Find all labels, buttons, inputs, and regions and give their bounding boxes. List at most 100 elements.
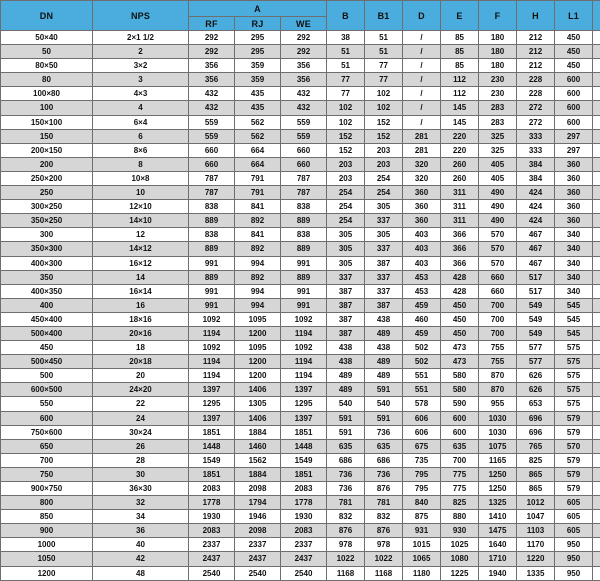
cell-h: 212 (517, 45, 555, 59)
cell-f: 700 (479, 312, 517, 326)
cell-d: / (403, 73, 441, 87)
cell-e: 85 (441, 31, 479, 45)
cell-f: 490 (479, 200, 517, 214)
cell-d: 360 (403, 214, 441, 228)
cell-f: 570 (479, 242, 517, 256)
cell-f: 1030 (479, 411, 517, 425)
cell-h: 272 (517, 115, 555, 129)
cell-we: 356 (281, 73, 327, 87)
cell-we: 432 (281, 101, 327, 115)
cell-rf: 2083 (189, 524, 235, 538)
cell-d: 453 (403, 284, 441, 298)
cell-d: / (403, 45, 441, 59)
cell-d: 551 (403, 369, 441, 383)
table-row: 1506559562559152152281220325333297350235 (1, 129, 600, 143)
cell-f: 1640 (479, 538, 517, 552)
cell-rj: 791 (235, 171, 281, 185)
cell-rj: 1884 (235, 425, 281, 439)
table-row: 7503018511884185173673679577512508655797… (1, 467, 600, 481)
cell-dn: 900 (1, 524, 93, 538)
column-header-e: E (441, 1, 479, 31)
cell-rj: 1200 (235, 326, 281, 340)
cell-w: / (593, 59, 600, 73)
cell-e: 366 (441, 242, 479, 256)
cell-w: 700 (593, 284, 600, 298)
cell-e: 260 (441, 171, 479, 185)
cell-l1: 579 (555, 453, 593, 467)
cell-we: 1092 (281, 312, 327, 326)
cell-we: 838 (281, 228, 327, 242)
cell-rj: 1095 (235, 312, 281, 326)
cell-we: 1397 (281, 383, 327, 397)
cell-nps: 16 (93, 298, 189, 312)
cell-rf: 889 (189, 214, 235, 228)
cell-we: 1851 (281, 425, 327, 439)
cell-e: 600 (441, 425, 479, 439)
cell-rf: 787 (189, 186, 235, 200)
cell-nps: 24×20 (93, 383, 189, 397)
cell-nps: 36×30 (93, 482, 189, 496)
cell-h: 384 (517, 171, 555, 185)
cell-d: 606 (403, 425, 441, 439)
cell-b: 254 (327, 200, 365, 214)
cell-f: 490 (479, 186, 517, 200)
cell-d: 281 (403, 143, 441, 157)
cell-rf: 838 (189, 200, 235, 214)
cell-nps: 16×14 (93, 284, 189, 298)
cell-d: 735 (403, 453, 441, 467)
table-row: 4501810921095109243843850247375557757570… (1, 341, 600, 355)
cell-nps: 12×10 (93, 200, 189, 214)
cell-l1: 450 (555, 31, 593, 45)
cell-l1: 950 (555, 566, 593, 580)
cell-f: 1410 (479, 510, 517, 524)
cell-w: 700 (593, 355, 600, 369)
cell-nps: 12 (93, 228, 189, 242)
table-row: 5002011941200119448948955158087062657570… (1, 369, 600, 383)
cell-w: 350 (593, 129, 600, 143)
cell-f: 570 (479, 228, 517, 242)
cell-d: 1015 (403, 538, 441, 552)
cell-we: 2437 (281, 552, 327, 566)
cell-rf: 292 (189, 45, 235, 59)
cell-w: / (593, 73, 600, 87)
cell-b1: 635 (365, 439, 403, 453)
table-row: 7002815491562154968668673570011658255797… (1, 453, 600, 467)
cell-h: 865 (517, 467, 555, 481)
cell-e: 580 (441, 369, 479, 383)
cell-dn: 400×300 (1, 256, 93, 270)
cell-d: 360 (403, 186, 441, 200)
cell-b1: 736 (365, 467, 403, 481)
cell-nps: 8×6 (93, 143, 189, 157)
cell-b: 438 (327, 355, 365, 369)
cell-we: 432 (281, 87, 327, 101)
cell-b1: 77 (365, 59, 403, 73)
cell-d: 403 (403, 228, 441, 242)
cell-b1: 337 (365, 270, 403, 284)
cell-rf: 432 (189, 87, 235, 101)
cell-rf: 1194 (189, 355, 235, 369)
cell-l1: 575 (555, 355, 593, 369)
cell-e: 880 (441, 510, 479, 524)
cell-rj: 994 (235, 256, 281, 270)
cell-rj: 841 (235, 200, 281, 214)
cell-dn: 150 (1, 129, 93, 143)
cell-f: 180 (479, 45, 517, 59)
cell-l1: 297 (555, 129, 593, 143)
cell-rj: 1305 (235, 397, 281, 411)
cell-dn: 350×300 (1, 242, 93, 256)
cell-rf: 1295 (189, 397, 235, 411)
cell-w: 820 (593, 496, 600, 510)
cell-d: 795 (403, 482, 441, 496)
cell-d: 403 (403, 242, 441, 256)
cell-w: / (593, 45, 600, 59)
cell-nps: 32 (93, 496, 189, 510)
cell-dn: 600 (1, 411, 93, 425)
cell-h: 424 (517, 200, 555, 214)
cell-f: 1250 (479, 467, 517, 481)
table-row: 5502212951305129554054057859095565357570… (1, 397, 600, 411)
cell-rj: 2540 (235, 566, 281, 580)
cell-nps: 28 (93, 453, 189, 467)
